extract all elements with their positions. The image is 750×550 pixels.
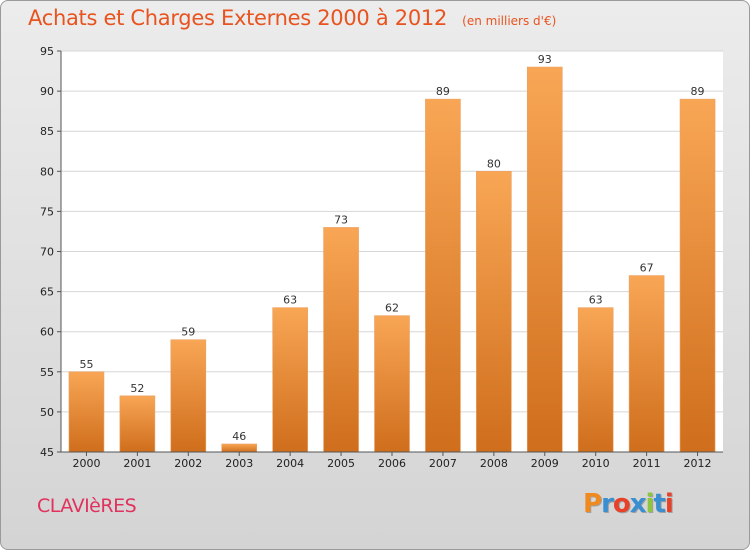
bar bbox=[628, 275, 665, 453]
x-tick-label: 2010 bbox=[582, 457, 610, 470]
y-tick-label: 95 bbox=[40, 45, 54, 58]
logo-letter: i bbox=[664, 489, 674, 519]
value-label: 80 bbox=[487, 157, 501, 170]
value-label: 52 bbox=[130, 382, 144, 395]
bar bbox=[374, 315, 410, 453]
y-axis: 45 50 55 60 65 70 75 80 85 90 95 bbox=[40, 45, 62, 459]
value-label: 93 bbox=[538, 53, 552, 66]
y-tick-label: 45 bbox=[40, 446, 54, 459]
x-tick-label: 2006 bbox=[378, 457, 406, 470]
bar bbox=[68, 371, 105, 453]
x-axis: 2000 2001 2002 2003 2004 2005 2006 2007 2008 2009… bbox=[61, 451, 723, 470]
x-tick-label: 2004 bbox=[276, 457, 304, 470]
logo-letter: t bbox=[653, 489, 665, 519]
x-tick-label: 2002 bbox=[174, 457, 202, 470]
bar bbox=[272, 307, 308, 453]
value-label: 89 bbox=[436, 85, 450, 98]
chart-subtitle: (en milliers d'€) bbox=[462, 14, 557, 28]
value-label: 63 bbox=[589, 294, 603, 307]
bar bbox=[476, 171, 512, 453]
x-tick-label: 2003 bbox=[225, 457, 253, 470]
x-tick-label: 2007 bbox=[429, 457, 457, 470]
logo-letter: P bbox=[583, 489, 602, 519]
y-tick-label: 70 bbox=[40, 246, 54, 259]
bar bbox=[221, 443, 258, 453]
logo-letter: r bbox=[601, 489, 614, 519]
value-labels: 55 52 59 46 63 73 62 89 80 93 63 67 89 bbox=[79, 53, 704, 443]
bar bbox=[170, 339, 207, 453]
y-tick-label: 60 bbox=[40, 326, 54, 339]
x-tick-label: 2012 bbox=[684, 457, 712, 470]
y-tick-label: 65 bbox=[40, 286, 54, 299]
logo-letter: o bbox=[612, 489, 631, 519]
logo-letter: x bbox=[629, 489, 647, 519]
chart-title: Achats et Charges Externes 2000 à 2012 bbox=[28, 6, 448, 30]
bar bbox=[425, 98, 461, 453]
x-tick-label: 2005 bbox=[327, 457, 355, 470]
y-tick-label: 75 bbox=[40, 205, 54, 218]
bar bbox=[577, 307, 614, 453]
value-label: 73 bbox=[334, 213, 348, 226]
value-label: 46 bbox=[232, 430, 246, 443]
value-label: 67 bbox=[640, 262, 654, 275]
y-tick-label: 85 bbox=[40, 125, 54, 138]
x-tick-label: 2001 bbox=[123, 457, 151, 470]
y-tick-label: 50 bbox=[40, 406, 54, 419]
bar bbox=[679, 98, 716, 453]
y-tick-label: 55 bbox=[40, 366, 54, 379]
value-label: 59 bbox=[181, 326, 195, 339]
value-label: 55 bbox=[79, 358, 93, 371]
bar bbox=[526, 66, 563, 453]
logo-letter: i bbox=[645, 489, 655, 519]
proxiti-logo: Proxiti bbox=[583, 489, 674, 519]
bar bbox=[323, 227, 359, 453]
commune-name: CLAVIèRES bbox=[37, 495, 137, 517]
value-label: 62 bbox=[385, 302, 399, 315]
bars bbox=[68, 66, 716, 453]
value-label: 89 bbox=[691, 85, 705, 98]
value-label: 63 bbox=[283, 294, 297, 307]
x-tick-label: 2009 bbox=[531, 457, 559, 470]
y-tick-label: 80 bbox=[40, 165, 54, 178]
x-tick-label: 2011 bbox=[633, 457, 661, 470]
title-row: Achats et Charges Externes 2000 à 2012 (… bbox=[28, 6, 556, 30]
x-tick-label: 2008 bbox=[480, 457, 508, 470]
y-tick-label: 90 bbox=[40, 85, 54, 98]
bar bbox=[119, 395, 156, 453]
x-tick-label: 2000 bbox=[72, 457, 100, 470]
